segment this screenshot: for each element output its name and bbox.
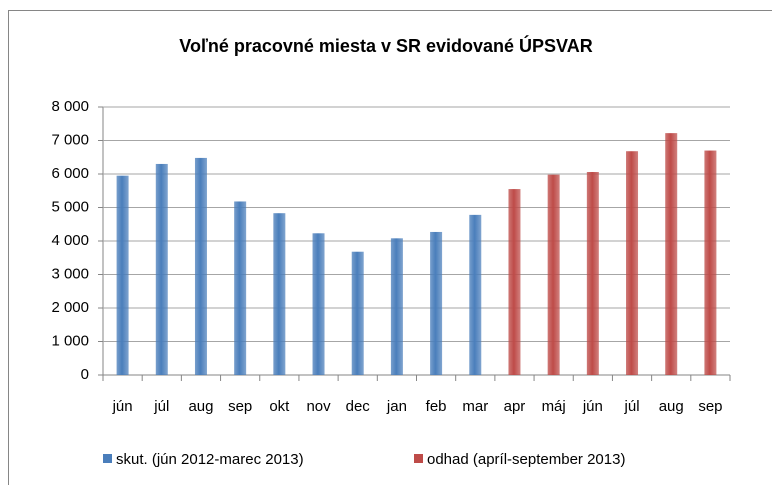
x-tick-label: jún — [582, 398, 603, 415]
bar — [508, 189, 521, 375]
x-tick-label: máj — [542, 398, 566, 415]
bar — [469, 214, 482, 375]
y-tick-label: 8 000 — [51, 98, 89, 115]
bar — [234, 201, 247, 375]
bar — [665, 133, 678, 375]
legend-swatch — [103, 454, 112, 463]
x-tick-label: júl — [624, 398, 640, 415]
y-tick-label: 4 000 — [51, 232, 89, 249]
x-tick-label: dec — [346, 398, 371, 415]
bar — [626, 151, 639, 375]
y-tick-label: 7 000 — [51, 131, 89, 148]
bar — [430, 231, 443, 375]
bar — [312, 233, 325, 375]
y-tick-label: 0 — [81, 366, 89, 383]
y-tick-label: 2 000 — [51, 299, 89, 316]
x-tick-label: apr — [504, 398, 526, 415]
x-tick-label: okt — [269, 398, 290, 415]
bar — [194, 157, 207, 375]
x-tick-label: sep — [228, 398, 252, 415]
x-tick-label: aug — [188, 398, 213, 415]
y-tick-label: 6 000 — [51, 165, 89, 182]
y-tick-label: 1 000 — [51, 332, 89, 349]
y-tick-label: 5 000 — [51, 198, 89, 215]
bar — [390, 238, 403, 375]
legend-label: skut. (jún 2012-marec 2013) — [116, 451, 304, 468]
x-tick-label: jún — [112, 398, 133, 415]
bar — [351, 251, 364, 375]
bar — [547, 174, 560, 375]
bar — [586, 171, 599, 375]
x-tick-label: mar — [462, 398, 488, 415]
chart-title: Voľné pracovné miesta v SR evidované ÚPS… — [179, 35, 592, 56]
x-tick-label: aug — [659, 398, 684, 415]
legend-label: odhad (apríl-september 2013) — [427, 451, 625, 468]
bar — [704, 150, 717, 375]
x-tick-label: sep — [698, 398, 722, 415]
chart-frame — [8, 10, 772, 485]
bar — [273, 213, 286, 375]
legend-swatch — [414, 454, 423, 463]
bar — [155, 163, 168, 375]
x-tick-label: júl — [153, 398, 169, 415]
y-tick-label: 3 000 — [51, 265, 89, 282]
x-tick-label: jan — [386, 398, 407, 415]
bar — [116, 175, 129, 375]
x-tick-label: feb — [426, 398, 447, 415]
x-tick-label: nov — [306, 398, 331, 415]
